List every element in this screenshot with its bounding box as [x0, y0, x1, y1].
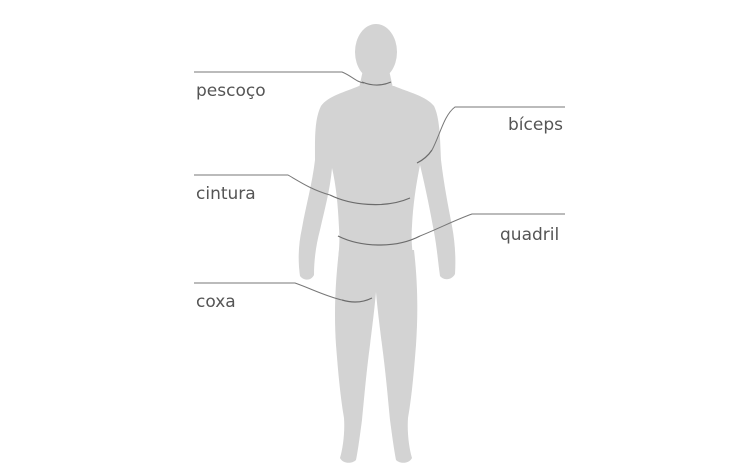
- figure-left-leg: [335, 250, 378, 463]
- biceps-tape: [416, 149, 433, 164]
- biceps-leader-line: [431, 106, 565, 151]
- thigh-leader-line: [194, 282, 343, 301]
- neck-tape: [361, 81, 392, 86]
- thigh-tape: [341, 297, 373, 303]
- human-figure-silhouette: [298, 24, 456, 463]
- waist-tape: [329, 194, 411, 206]
- hip-tape: [337, 235, 421, 246]
- neck-leader-line: [194, 71, 365, 84]
- waist-label: cintura: [196, 184, 256, 204]
- hip-label: quadril: [500, 225, 560, 245]
- biceps-label: bíceps: [508, 115, 563, 135]
- figure-right-leg: [374, 250, 418, 463]
- measurement-lines: [194, 71, 565, 303]
- hip-leader-line: [419, 213, 565, 237]
- thigh-label: coxa: [196, 292, 236, 312]
- figure-torso-arms: [298, 86, 456, 280]
- neck-label: pescoço: [196, 81, 266, 101]
- waist-leader-line: [194, 174, 331, 196]
- figure-head: [355, 24, 397, 80]
